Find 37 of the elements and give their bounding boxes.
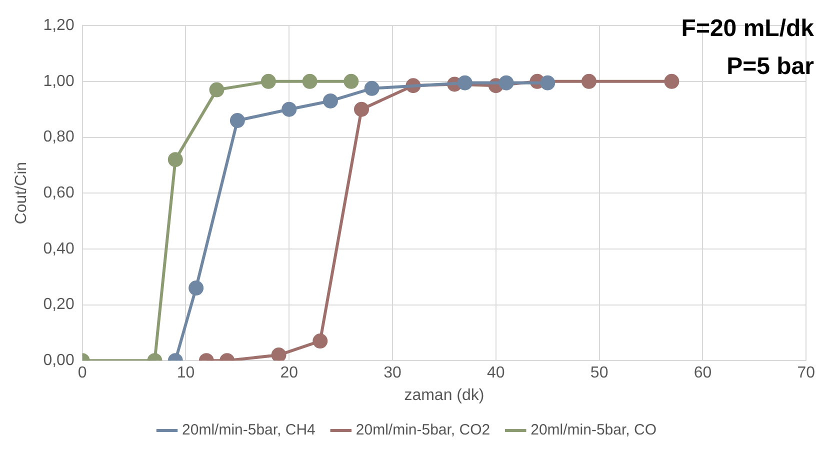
point	[364, 80, 380, 96]
y-tick-label: 0,20	[43, 296, 74, 314]
x-tick-label: 40	[487, 364, 505, 382]
x-tick-label: 50	[590, 364, 608, 382]
y-tick-label: 1,20	[43, 17, 74, 34]
point	[457, 75, 472, 90]
x-tick-label: 60	[694, 364, 712, 382]
point	[354, 102, 370, 117]
point	[664, 74, 680, 89]
x-tick-label: 10	[176, 364, 195, 382]
legend-label: 20ml/min-5bar, CH4	[182, 422, 316, 439]
y-tick-label: 0,40	[43, 240, 74, 258]
point	[230, 113, 245, 128]
point	[282, 102, 297, 117]
y-tick-label: 1,00	[43, 72, 74, 90]
point	[260, 74, 276, 89]
y-tick-label: 0,80	[43, 128, 74, 146]
y-tick-label: 0,00	[43, 352, 74, 370]
x-axis-title: zaman (dk)	[404, 386, 484, 404]
point	[581, 74, 596, 89]
point	[344, 74, 359, 89]
legend-label: 20ml/min-5bar, CO	[530, 422, 656, 439]
annotation: F=20 mL/dk	[681, 15, 815, 42]
x-tick-label: 0	[78, 364, 87, 382]
point	[302, 74, 318, 89]
y-axis-title: Cout/Cin	[13, 162, 30, 224]
point	[168, 152, 183, 168]
x-tick-label: 30	[384, 364, 402, 382]
annotation: P=5 bar	[726, 53, 814, 80]
point	[322, 93, 338, 108]
point	[540, 75, 556, 90]
point	[498, 75, 514, 90]
x-tick-label: 70	[797, 364, 816, 382]
y-tick-label: 0,60	[43, 184, 74, 202]
point	[209, 82, 224, 98]
legend-label: 20ml/min-5bar, CO2	[356, 422, 490, 439]
x-tick-label: 20	[280, 364, 298, 382]
